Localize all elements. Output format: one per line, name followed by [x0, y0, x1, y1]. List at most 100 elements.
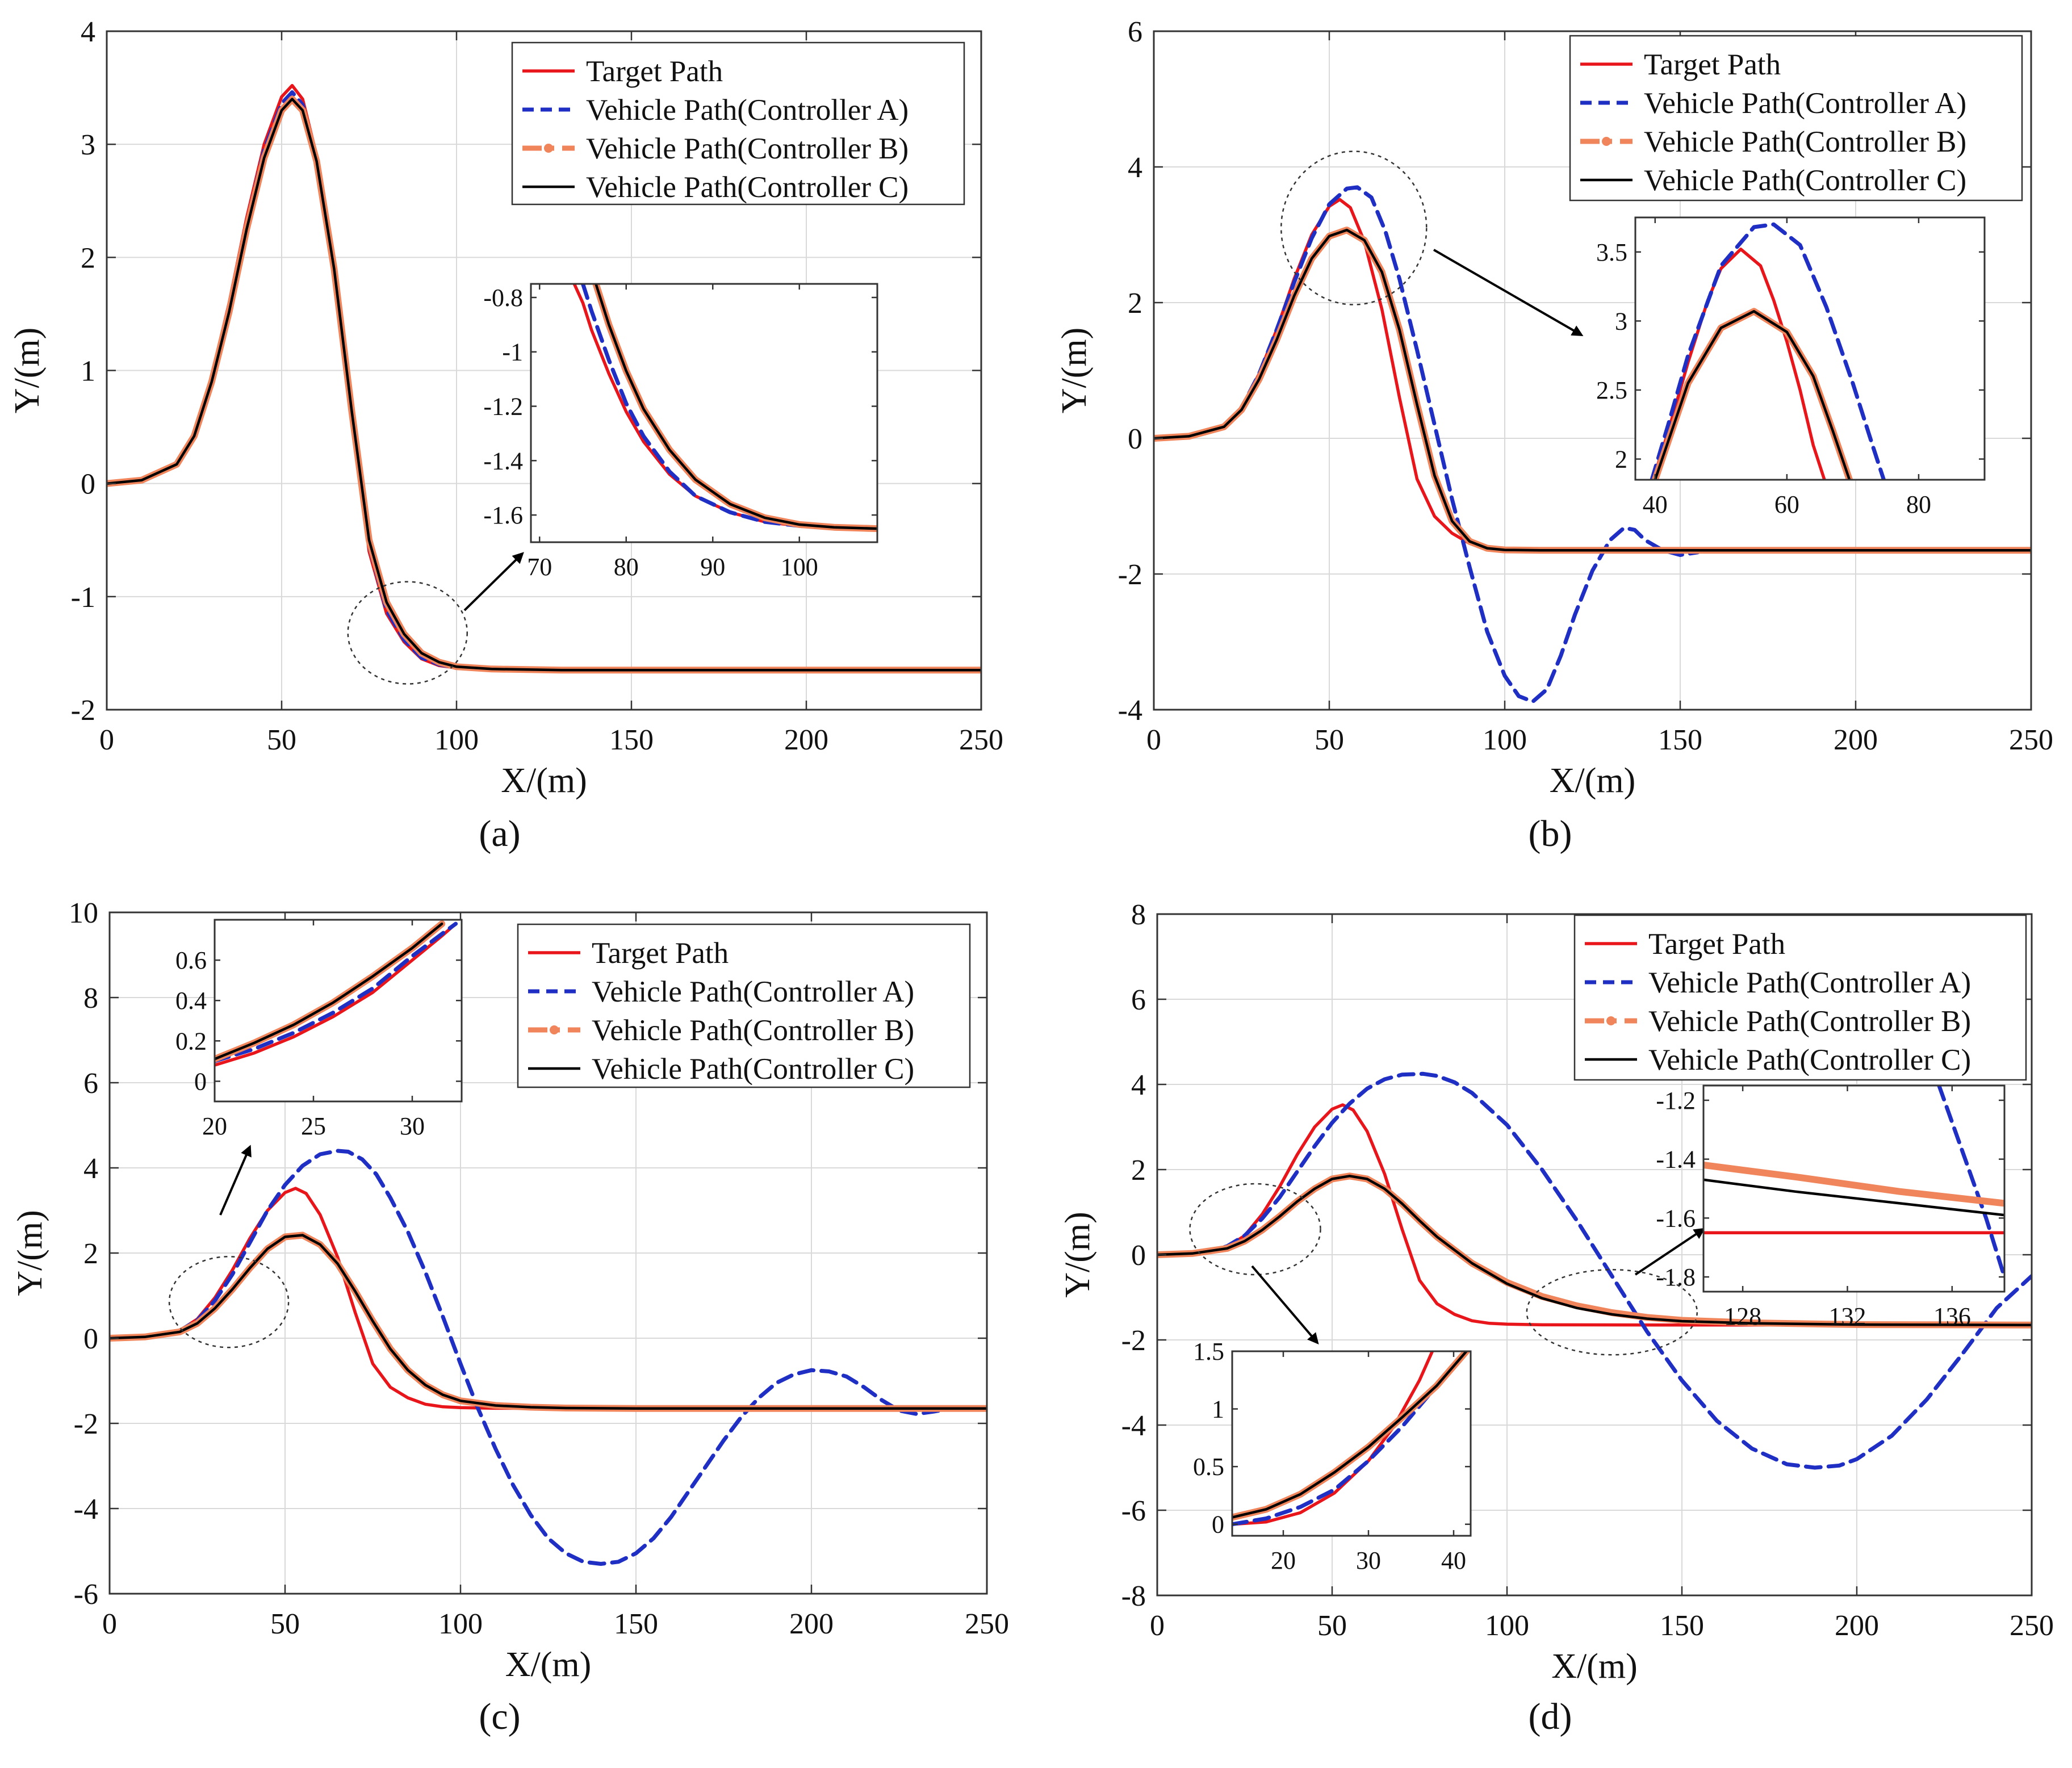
legend-marker	[1602, 137, 1611, 146]
y-tick-label: 0	[194, 1067, 207, 1095]
series-line-3	[107, 98, 981, 672]
legend-box	[517, 923, 971, 1088]
y-tick-label: 6	[1128, 16, 1142, 48]
x-tick-label: 200	[1834, 724, 1878, 756]
series-line-1	[581, 284, 877, 531]
x-tick-label: 250	[2009, 724, 2053, 756]
zoom-ellipse	[1280, 150, 1428, 305]
zoom-arrow-2	[1251, 1265, 1319, 1345]
x-tick-label: 100	[434, 724, 479, 756]
x-axis-label: X/(m)	[501, 761, 587, 800]
x-tick-label: 90	[700, 553, 725, 581]
y-tick-label: 1.5	[1193, 1338, 1224, 1365]
x-tick-label: 40	[1643, 491, 1668, 518]
legend-label-3: Vehicle Path(Controller C)	[586, 171, 909, 204]
plot-background	[1703, 1086, 2004, 1292]
legend: Target Path Vehicle Path(Controller A) Veh…	[511, 41, 965, 206]
x-tick-label: 100	[438, 1608, 483, 1640]
x-tick-label: 50	[267, 724, 296, 756]
series-line-1	[1650, 222, 1886, 480]
x-axis-label: X/(m)	[1550, 761, 1636, 800]
y-axis-label: Y/(m)	[1058, 1212, 1097, 1298]
series-line-3	[595, 284, 877, 530]
legend-label-3: Vehicle Path(Controller C)	[1648, 1044, 1971, 1076]
x-tick-label: 200	[784, 724, 828, 756]
plot-frame	[1231, 1350, 1472, 1537]
y-axis-label: Y/(m)	[1055, 328, 1094, 414]
y-tick-label: -1.2	[1656, 1087, 1696, 1115]
legend-label-1: Vehicle Path(Controller A)	[592, 975, 914, 1008]
legend-label-0: Target Path	[592, 937, 729, 970]
y-tick-label: -6	[74, 1578, 98, 1611]
x-tick-label: 150	[609, 724, 654, 756]
x-tick-label: 60	[1774, 491, 1799, 518]
plot-frame	[1153, 30, 2032, 711]
y-tick-label: 1	[81, 355, 95, 388]
series-line-0	[1651, 248, 1826, 480]
y-tick-label: 0	[1131, 1239, 1146, 1272]
x-tick-label: 100	[1485, 1610, 1529, 1642]
x-tick-label: 20	[202, 1112, 227, 1140]
legend-marker	[544, 144, 553, 153]
y-tick-label: 6	[1131, 984, 1146, 1016]
legend-label-3: Vehicle Path(Controller C)	[1644, 164, 1966, 197]
y-tick-label: 3	[1615, 307, 1627, 335]
x-tick-label: 150	[1658, 724, 1702, 756]
y-tick-label: -2	[1121, 1325, 1146, 1357]
legend: Target Path Vehicle Path(Controller A) Veh…	[1569, 35, 2023, 202]
x-tick-label: 0	[99, 724, 114, 756]
legend-label-0: Target Path	[1648, 928, 1785, 961]
legend: Target Path Vehicle Path(Controller A) Veh…	[517, 923, 971, 1088]
y-tick-label: -6	[1121, 1495, 1146, 1527]
y-tick-label: -1.6	[1656, 1204, 1696, 1232]
legend-label-1: Vehicle Path(Controller A)	[1648, 966, 1971, 999]
legend-marker	[1606, 1016, 1615, 1025]
legend-box	[1573, 914, 2027, 1081]
panel-label: (c)	[479, 1696, 520, 1737]
y-tick-label: 3.5	[1596, 238, 1627, 266]
x-tick-label: 250	[959, 724, 1003, 756]
chart-panel-2: 0 50 100 150 200 250 -4 -2 0 2 4 6 X/(m) Y/(m) (b) 40 60…	[1055, 16, 2053, 854]
x-tick-label: 100	[1483, 724, 1527, 756]
x-tick-label: 20	[1271, 1547, 1296, 1574]
y-tick-label: 6	[83, 1067, 98, 1100]
y-tick-label: 0.5	[1193, 1453, 1224, 1481]
y-tick-label: -4	[1121, 1410, 1146, 1442]
y-tick-label: -4	[74, 1493, 98, 1526]
series-line-3	[1157, 1175, 2032, 1327]
panel-label: (d)	[1529, 1696, 1572, 1737]
plot-frame	[1634, 216, 1986, 481]
y-tick-label: 4	[81, 16, 95, 48]
legend-label-1: Vehicle Path(Controller A)	[586, 94, 909, 127]
zoom-ellipse	[168, 1256, 290, 1348]
x-tick-label: 50	[1317, 1610, 1347, 1642]
x-tick-label: 25	[301, 1112, 326, 1140]
series-line-3	[1232, 1351, 1468, 1519]
series-line-3	[110, 1234, 987, 1410]
y-tick-label: -8	[1121, 1580, 1146, 1612]
series-line-3	[1654, 310, 1851, 480]
panel-label: (b)	[1529, 813, 1572, 854]
y-tick-label: -1.8	[1656, 1263, 1696, 1291]
inset-inset1: 40 60 80 2 2.5 3 3.5	[1596, 216, 1986, 518]
series-line-2	[1703, 1162, 2004, 1207]
x-tick-label: 200	[1835, 1610, 1879, 1642]
y-tick-label: 0	[83, 1323, 98, 1355]
panel-label: (a)	[479, 813, 520, 854]
chart-panel-4: 0 50 100 150 200 250-8-6-4-202468X/(m)Y/(m)(d…	[1058, 899, 2054, 1737]
zoom-arrow	[463, 552, 524, 611]
zoom-ellipse	[347, 581, 468, 685]
series-line-1	[1937, 1086, 2004, 1279]
x-tick-label: 70	[527, 553, 552, 581]
chart-panel-1: 0 50 100 150 200 250 -2 -1 0 1 2 3 4 X/(m) Y/(m) (a) 70 8…	[8, 16, 1003, 854]
y-tick-label: 2.5	[1596, 376, 1627, 404]
series-line-3	[1703, 1178, 2004, 1217]
y-axis-label: Y/(m)	[11, 1210, 49, 1296]
series-line-0	[1232, 1351, 1434, 1526]
series-line-3	[1154, 228, 2031, 552]
x-tick-label: 40	[1441, 1547, 1466, 1574]
x-tick-label: 100	[781, 553, 818, 581]
y-tick-label: -1	[71, 581, 95, 614]
series-line-1	[1154, 185, 1700, 704]
